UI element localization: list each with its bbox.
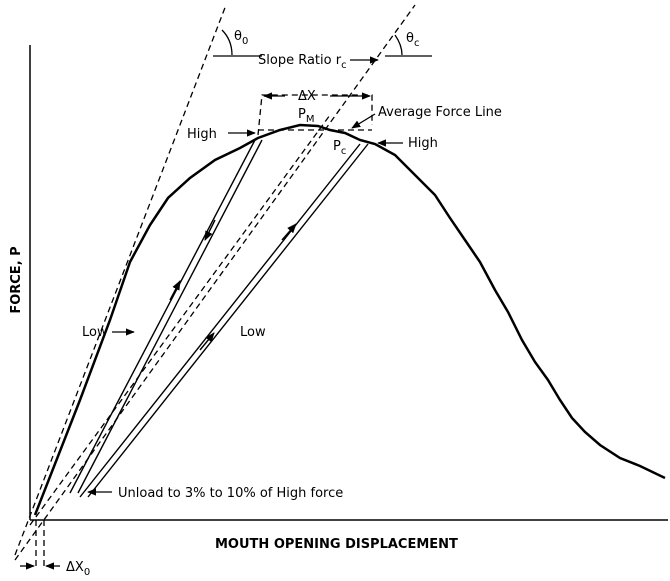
high-left: High [187, 127, 217, 142]
theta0: θ0 [234, 29, 248, 47]
delta-x: ΔX [298, 89, 316, 104]
slope-ratio: Slope Ratio rc [258, 53, 347, 71]
low-right: Low [240, 325, 266, 340]
average-force-line: Average Force Line [378, 105, 502, 120]
pm: PM [298, 107, 314, 125]
y-axis-label: FORCE, P [9, 246, 24, 313]
load-curve [33, 123, 666, 516]
pc: Pc [333, 139, 346, 157]
x-axis-label: MOUTH OPENING DISPLACEMENT [215, 537, 458, 552]
thetac: θc [406, 31, 419, 49]
labels: θ0 θc Slope Ratio rc ΔX PM Average Force… [9, 29, 502, 578]
axes [29, 45, 668, 521]
high-right: High [408, 136, 438, 151]
low-left: Low [82, 325, 108, 340]
delta-x0: ΔX0 [66, 560, 90, 578]
dashed-lines [14, 4, 416, 570]
unload-label: Unload to 3% to 10% of High force [118, 486, 343, 501]
pointer-arrows [20, 29, 432, 570]
unload-lines [69, 139, 369, 498]
